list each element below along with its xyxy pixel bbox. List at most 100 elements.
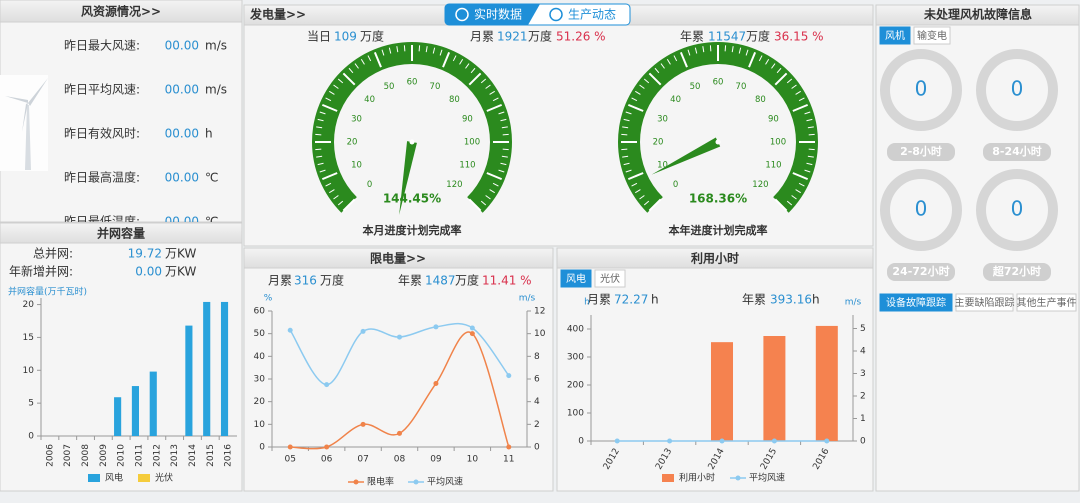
- gauge-tick-label: 70: [430, 82, 441, 92]
- gauge-minor-tick: [806, 162, 813, 166]
- point: [469, 331, 475, 337]
- row-value: 00.00: [165, 83, 199, 97]
- stat-unit: 万度: [746, 29, 770, 44]
- legend-label: 限电率: [367, 476, 394, 488]
- row-value: 00.00: [165, 127, 199, 141]
- gauge-minor-tick: [500, 118, 507, 122]
- gauge-tick-label: 60: [713, 78, 724, 88]
- row-unit: m/s: [205, 83, 227, 97]
- tab[interactable]: [1016, 293, 1077, 312]
- legend-swatch: [662, 474, 674, 482]
- tab-label[interactable]: 风电: [566, 272, 586, 285]
- gauge-minor-tick: [623, 162, 630, 166]
- bar: [185, 325, 193, 436]
- gauge-minor-tick: [795, 189, 801, 194]
- nav-tab[interactable]: 生产动态: [568, 8, 616, 22]
- gauge-minor-tick: [319, 111, 326, 115]
- point: [771, 438, 777, 444]
- gauge-minor-tick: [771, 63, 776, 69]
- y2-tick-label: 3: [860, 369, 866, 379]
- legend-dot: [413, 479, 419, 485]
- gauge-value: 168.36%: [689, 192, 747, 206]
- gauge-minor-tick: [807, 126, 814, 129]
- gauge-tick-label: 110: [459, 160, 475, 170]
- gauge-minor-tick: [489, 189, 495, 194]
- tab[interactable]: [560, 269, 592, 288]
- stat-value: 393.16: [770, 293, 812, 307]
- y-tick-label: 0: [28, 432, 34, 442]
- header-bar: [875, 4, 1080, 26]
- gauge-minor-tick: [317, 162, 324, 166]
- gauge-minor-tick: [643, 78, 650, 84]
- tab[interactable]: [879, 293, 953, 312]
- tab-label[interactable]: 其他生产事件: [1017, 296, 1077, 309]
- legend-label: 平均风速: [749, 472, 785, 484]
- gauge-minor-tick: [745, 49, 749, 56]
- tab[interactable]: [879, 26, 911, 45]
- gauge-tick-label: 80: [449, 95, 460, 105]
- y-tick-label: 10: [23, 366, 35, 376]
- row-unit: ℃: [205, 171, 218, 185]
- tab-label[interactable]: 设备故障跟踪: [886, 296, 946, 309]
- row-value: 00.00: [165, 171, 199, 185]
- tab[interactable]: [594, 269, 626, 288]
- x-tick-label: 2008: [81, 444, 91, 467]
- row-label: 昨日最高温度:: [64, 170, 140, 185]
- y2-tick-label: 6: [534, 375, 540, 385]
- ring: [880, 49, 962, 131]
- gauge-value: 144.45%: [383, 192, 441, 206]
- gauge-title: 本月进度计划完成率: [363, 223, 462, 237]
- gauge-minor-tick: [798, 182, 805, 187]
- stat-label: 当日: [307, 30, 331, 44]
- gauge-minor-tick: [319, 169, 326, 173]
- gauge-needle: [651, 137, 721, 175]
- gauge-hub: [409, 139, 415, 145]
- tab-label[interactable]: 光伏: [600, 272, 620, 285]
- tab[interactable]: [913, 26, 951, 45]
- stat-label: 月累: [470, 30, 494, 44]
- tab-label[interactable]: 主要缺陷跟踪: [955, 296, 1015, 309]
- tab-label[interactable]: 风机: [885, 29, 905, 42]
- y2-tick-label: 4: [534, 397, 540, 407]
- gauge-tick: [792, 103, 808, 112]
- x-tick-label: 2009: [99, 444, 109, 467]
- stat-label: 年累: [742, 293, 766, 307]
- panel-title: 发电量>>: [249, 7, 306, 22]
- nav-tab-active[interactable]: [445, 4, 540, 25]
- legend-label: 风电: [105, 472, 123, 484]
- x-tick-label: 06: [321, 455, 333, 465]
- legend-dot: [353, 479, 359, 485]
- gauge-tick-label: 120: [446, 180, 462, 190]
- gauge-minor-tick: [625, 169, 632, 173]
- gauge-minor-tick: [337, 200, 344, 206]
- stat-label: 月累: [268, 274, 292, 288]
- gauge-tick: [648, 72, 662, 86]
- y2-tick-label: 0: [860, 437, 866, 447]
- y-tick-label: 60: [254, 307, 266, 317]
- gauge-tick-label: 80: [755, 95, 766, 105]
- gauge-tick-label: 50: [690, 82, 701, 92]
- nav-tab[interactable]: 实时数据: [474, 7, 522, 22]
- gauge-minor-tick: [498, 111, 505, 115]
- panel-title: 限电量>>: [370, 251, 426, 266]
- counter-label: 24-72小时: [892, 264, 949, 278]
- tab-label[interactable]: 输变电: [917, 29, 947, 42]
- legend-swatch: [138, 474, 150, 482]
- wind-rows: 昨日最大风速: 00.00 m/s 昨日平均风速: 00.00 m/s 昨日有效风时: 00.…: [64, 39, 227, 223]
- gauge-minor-tick: [765, 59, 770, 65]
- y2-tick-label: 12: [534, 307, 545, 317]
- y2-tick-label: 2: [860, 392, 866, 402]
- x-tick-label: 2007: [63, 444, 73, 467]
- gauge-minor-tick: [622, 155, 629, 158]
- gauge-minor-tick: [687, 49, 691, 56]
- tab[interactable]: [955, 293, 1014, 312]
- gauge-tick: [679, 52, 688, 68]
- gauge-minor-tick: [333, 84, 339, 89]
- gauge-tick-label: 10: [351, 160, 362, 170]
- gauge-minor-tick: [498, 169, 505, 173]
- x-tick-label: 10: [467, 455, 479, 465]
- x-tick-label: 2015: [206, 444, 216, 467]
- row-label: 总并网:: [33, 247, 73, 261]
- bar: [220, 301, 229, 436]
- gauge-minor-tick: [459, 59, 464, 65]
